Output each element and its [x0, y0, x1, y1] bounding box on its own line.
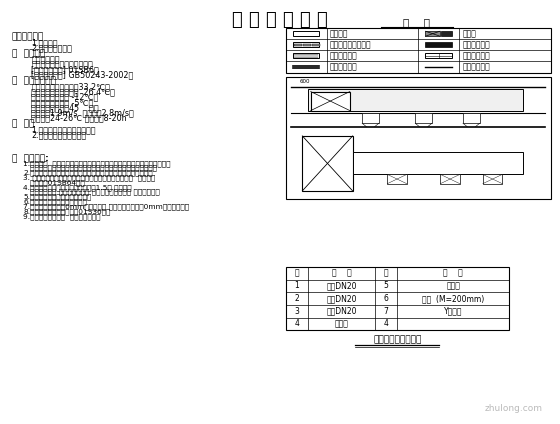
Text: 三  室外气象参数: 三 室外气象参数 [12, 77, 56, 86]
Bar [311, 92, 350, 111]
Text: 蝶板  (M=200mm): 蝶板 (M=200mm) [422, 294, 484, 303]
Text: 7: 7 [384, 307, 389, 316]
Text: 铜管DN20: 铜管DN20 [326, 307, 357, 316]
Bar [463, 113, 480, 123]
Bar [353, 152, 523, 174]
Text: 空调冷暖水管: 空调冷暖水管 [329, 62, 357, 72]
Text: 4: 4 [384, 320, 389, 329]
Bar [295, 44, 302, 46]
Bar [440, 174, 460, 184]
Text: 铜管DN20: 铜管DN20 [326, 294, 357, 303]
Text: 名    称: 名 称 [332, 269, 351, 278]
Bar [426, 53, 452, 59]
Text: 6.风机盘管安装时管道材料时。: 6.风机盘管安装时管道材料时。 [23, 198, 87, 205]
Bar [312, 44, 320, 46]
Text: 单层百叶风口: 单层百叶风口 [462, 40, 490, 49]
Text: 6: 6 [384, 294, 389, 303]
Text: 设 计 施 工 说 明: 设 计 施 工 说 明 [232, 11, 328, 29]
Bar [362, 113, 379, 123]
Text: 冬季空调相对湿度45    ％，: 冬季空调相对湿度45 ％， [31, 103, 99, 112]
Text: 4.管道安装后应按标准进行工作压力1.5倍 试压压力: 4.管道安装后应按标准进行工作压力1.5倍 试压压力 [23, 184, 132, 191]
Text: 3: 3 [295, 307, 299, 316]
Text: 名    称: 名 称 [444, 269, 463, 278]
Text: 钢管DN20: 钢管DN20 [326, 282, 357, 290]
Text: 室内温度24-26℃ 室内湿度8-20h: 室内温度24-26℃ 室内湿度8-20h [31, 113, 127, 122]
Text: 5: 5 [384, 282, 389, 290]
Text: 风机盘管: 风机盘管 [329, 29, 348, 38]
Text: 2.建筑类别：丙类: 2.建筑类别：丙类 [31, 44, 72, 53]
Bar [293, 31, 319, 36]
Text: 风机盘管安装大样图: 风机盘管安装大样图 [373, 335, 422, 344]
Bar [293, 53, 319, 59]
Bar [426, 31, 440, 36]
Text: 二  设计依据: 二 设计依据 [12, 50, 45, 59]
Text: 建设单位提供的设计任务书及: 建设单位提供的设计任务书及 [31, 61, 93, 70]
Text: 1.工程概况: 1.工程概况 [31, 39, 58, 48]
Text: 压力试压工作 及水压试压后。 管道安装后应按标准 管道材料时。: 压力试压工作 及水压试压后。 管道安装后应按标准 管道材料时。 [23, 188, 160, 195]
Text: 1: 1 [295, 282, 299, 290]
Bar [426, 42, 452, 47]
Bar [286, 267, 509, 330]
Text: 一、工程概况: 一、工程概况 [12, 32, 44, 42]
Text: 夏季空调室外干球温度33.2℃，: 夏季空调室外干球温度33.2℃， [31, 83, 110, 92]
Text: 3. 管道管件、管件、及管件制作安装执行通用图集规定  风管规范: 3. 管道管件、管件、及管件制作安装执行通用图集规定 风管规范 [23, 175, 155, 181]
Text: 9.建筑空调设计规范  建筑暖通规范。: 9.建筑空调设计规范 建筑暖通规范。 [23, 214, 101, 220]
Text: 8.建筑管道安装时标准图集01S36版。: 8.建筑管道安装时标准图集01S36版。 [23, 209, 110, 215]
Text: 2.系统形式采用双管制。: 2.系统形式采用双管制。 [31, 130, 87, 139]
Text: 单层百叶风口: 单层百叶风口 [462, 51, 490, 60]
Bar [308, 89, 523, 111]
Text: 编: 编 [295, 269, 299, 278]
Text: 暖通规范规定: 暖通规范规定 [31, 56, 60, 64]
Bar [441, 31, 452, 36]
Bar [286, 28, 551, 73]
Bar [293, 42, 319, 47]
Text: 风速夏季1.9m/s  冬季风速2.8m/s，: 风速夏季1.9m/s 冬季风速2.8m/s， [31, 108, 134, 117]
Text: 编: 编 [384, 269, 389, 278]
Text: zhulong.com: zhulong.com [484, 404, 543, 413]
Text: 蝶阀门: 蝶阀门 [446, 282, 460, 290]
Text: 7.管道保温层厚度为0mm，管道材料 管道保温层厚度为0mm，管道材料。: 7.管道保温层厚度为0mm，管道材料 管道保温层厚度为0mm，管道材料。 [23, 204, 189, 210]
Text: 夏季空调室外湿球温度  26.4℃，: 夏季空调室外湿球温度 26.4℃， [31, 88, 115, 97]
Text: 2.管道安装完毕，风管的，风机安装前，清洗过滤网，正确安装。: 2.管道安装完毕，风管的，风机安装前，清洗过滤网，正确安装。 [23, 170, 153, 176]
Text: 管道材料时，管道材料时，管道材料时，管道材料时管道材料时。: 管道材料时，管道材料时，管道材料时，管道材料时管道材料时。 [23, 165, 157, 171]
Text: 五  施工说明:: 五 施工说明: [12, 154, 49, 164]
Bar [302, 136, 353, 191]
Text: 双层百叶风口: 双层百叶风口 [329, 51, 357, 60]
Text: 截止阀: 截止阀 [334, 320, 348, 329]
Text: 1.本建筑风机盘管采暖系统。: 1.本建筑风机盘管采暖系统。 [31, 125, 96, 134]
Text: 冬季空调室外温度 -5℃，: 冬季空调室外温度 -5℃， [31, 98, 94, 107]
Bar [388, 174, 407, 184]
Text: [通用安装图集] 01SB6）: [通用安装图集] 01SB6） [31, 66, 99, 75]
Text: 冬季供暖室外温度 -12℃，: 冬季供暖室外温度 -12℃， [31, 93, 99, 102]
Text: 四  对流: 四 对流 [12, 119, 34, 128]
Text: 图    例: 图 例 [403, 18, 430, 28]
Bar [286, 77, 551, 199]
Text: 5.管道安装时管道材料时管道时。: 5.管道安装时管道材料时管道时。 [23, 193, 91, 200]
Text: 标准图集01SB64版。: 标准图集01SB64版。 [23, 179, 85, 186]
Text: [暖通空调规范] GB50243-2002）: [暖通空调规范] GB50243-2002） [31, 71, 134, 80]
Text: 1.风管材料  风管及管件采用镀锌钢板，管件制作安装执行通用图集规定。: 1.风管材料 风管及管件采用镀锌钢板，管件制作安装执行通用图集规定。 [23, 160, 171, 167]
Text: 2: 2 [295, 294, 299, 303]
Text: 600: 600 [300, 79, 310, 84]
Text: Y型过滤: Y型过滤 [444, 307, 463, 316]
Bar [415, 113, 432, 123]
Text: 散热器: 散热器 [462, 29, 476, 38]
Text: 空调冷凝水管: 空调冷凝水管 [462, 62, 490, 72]
Bar [304, 44, 311, 46]
Bar [483, 174, 502, 184]
Text: 风机盘管立式暗装型: 风机盘管立式暗装型 [329, 40, 371, 49]
Text: 4: 4 [295, 320, 299, 329]
